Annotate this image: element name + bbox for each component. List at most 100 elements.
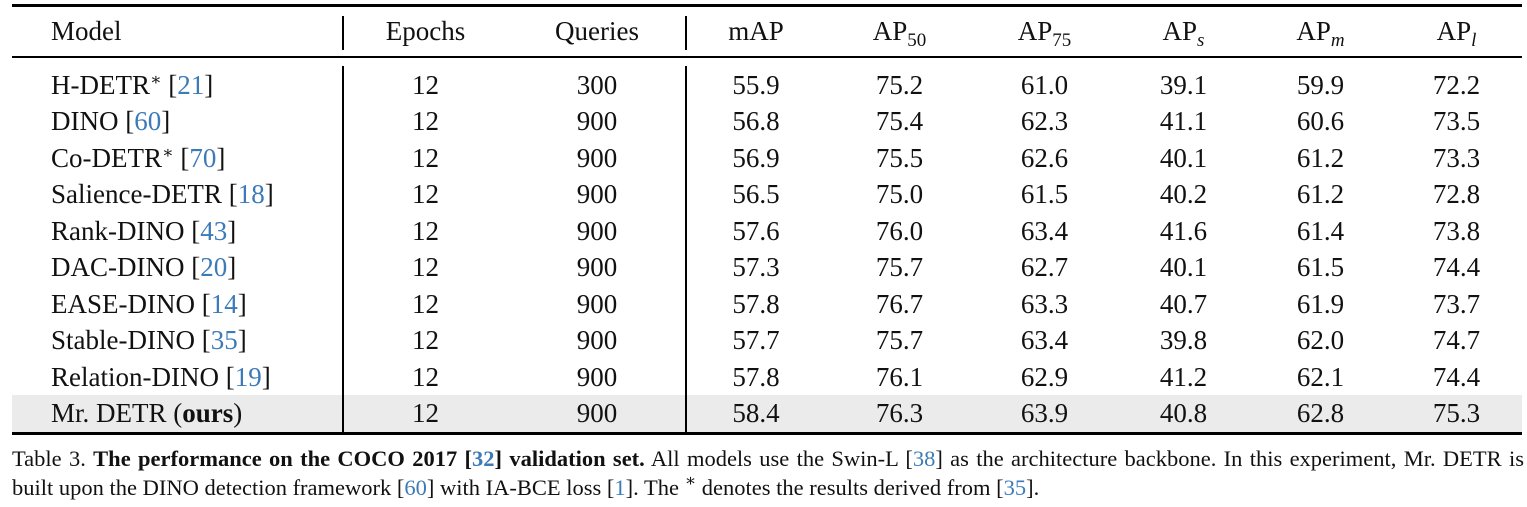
- apl-cell: 73.3: [1432, 142, 1481, 173]
- citation-link[interactable]: 35: [210, 325, 238, 356]
- table-row-ours: Mr. DETR (ours) 12 900 58.4 76.3 63.9 40…: [12, 396, 1522, 433]
- col-header-epochs: Epochs: [385, 16, 466, 46]
- map-cell: 56.8: [732, 106, 780, 137]
- header-divider-right: [685, 16, 687, 50]
- map-cell: 56.9: [732, 142, 780, 173]
- ap75-cell: 62.7: [1020, 252, 1069, 283]
- citation-link[interactable]: 43: [200, 215, 228, 246]
- model-name: Salience-DETR [18]: [51, 179, 274, 210]
- apl-cell: 72.2: [1432, 69, 1481, 100]
- map-cell: 57.8: [732, 288, 780, 319]
- table-body: H-DETR∗ [21] 12 300 55.9 75.2 61.0 39.1 …: [12, 56, 1522, 432]
- table-row: Salience-DETR [18] 12 900 56.5 75.0 61.5…: [12, 177, 1522, 214]
- map-cell: 57.8: [732, 361, 780, 392]
- citation-link[interactable]: 1: [614, 475, 626, 500]
- aps-cell: 40.7: [1159, 288, 1208, 319]
- epochs-cell: 12: [412, 325, 439, 356]
- epochs-cell: 12: [412, 142, 439, 173]
- queries-cell: 900: [576, 142, 618, 173]
- model-name: Stable-DINO [35]: [51, 325, 247, 356]
- citation-link[interactable]: 21: [177, 69, 205, 100]
- table-row: Rank-DINO [43] 12 900 57.6 76.0 63.4 41.…: [12, 213, 1522, 250]
- apl-cell: 74.7: [1432, 325, 1481, 356]
- caption-title: The performance on the COCO 2017 [32] va…: [93, 446, 645, 471]
- aps-cell: 39.8: [1159, 325, 1208, 356]
- citation-link[interactable]: 32: [472, 446, 495, 471]
- apm-cell: 62.0: [1296, 325, 1345, 356]
- citation-link[interactable]: 60: [134, 106, 162, 137]
- table-row: Stable-DINO [35] 12 900 57.7 75.7 63.4 3…: [12, 323, 1522, 360]
- citation-link[interactable]: 38: [912, 446, 936, 471]
- epochs-cell: 12: [412, 252, 439, 283]
- col-header-ap50: AP50: [872, 16, 927, 51]
- ap50-cell: 76.3: [875, 398, 924, 429]
- aps-cell: 41.2: [1159, 361, 1208, 392]
- ap75-cell: 63.4: [1020, 325, 1069, 356]
- aps-cell-best: 41.6: [1159, 215, 1208, 246]
- map-cell: 55.9: [732, 69, 780, 100]
- table-caption: Table 3. The performance on the COCO 201…: [12, 446, 1524, 500]
- ap50-cell: 75.7: [875, 252, 924, 283]
- ap50-cell: 76.0: [875, 215, 924, 246]
- map-cell-best: 58.4: [732, 398, 780, 429]
- table-row: DAC-DINO [20] 12 900 57.3 75.7 62.7 40.1…: [12, 250, 1522, 287]
- citation-link[interactable]: 35: [1003, 475, 1027, 500]
- col-header-model: Model: [51, 16, 122, 46]
- table-row: H-DETR∗ [21] 12 300 55.9 75.2 61.0 39.1 …: [12, 67, 1522, 104]
- apl-cell: 72.8: [1432, 179, 1481, 210]
- citation-link[interactable]: 14: [210, 288, 238, 319]
- ap50-cell: 75.2: [875, 69, 924, 100]
- col-header-apm: APm: [1296, 16, 1345, 51]
- apm-cell: 60.6: [1296, 106, 1345, 137]
- aps-cell: 41.1: [1159, 106, 1208, 137]
- epochs-cell: 12: [412, 288, 439, 319]
- apm-cell: 61.2: [1296, 179, 1345, 210]
- header-rule: [12, 56, 1522, 58]
- apm-cell: 61.9: [1296, 288, 1345, 319]
- ap75-cell-best: 63.9: [1020, 398, 1069, 429]
- epochs-cell: 12: [412, 179, 439, 210]
- ap75-cell: 62.6: [1020, 142, 1069, 173]
- model-name: Rank-DINO [43]: [51, 215, 237, 246]
- citation-link[interactable]: 18: [237, 179, 265, 210]
- epochs-cell: 12: [412, 215, 439, 246]
- citation-link[interactable]: 70: [189, 142, 217, 173]
- body-divider-left: [342, 66, 344, 432]
- caption-label: Table 3.: [12, 446, 86, 471]
- queries-cell: 900: [576, 361, 618, 392]
- col-header-map: mAP: [728, 16, 784, 46]
- citation-link[interactable]: 19: [234, 361, 262, 392]
- queries-cell: 900: [576, 215, 618, 246]
- epochs-cell: 12: [412, 398, 439, 429]
- apm-cell: 59.9: [1296, 69, 1345, 100]
- bottom-rule: [12, 432, 1522, 435]
- ap50-cell: 75.0: [875, 179, 924, 210]
- epochs-cell: 12: [412, 106, 439, 137]
- col-header-ap75: AP75: [1017, 16, 1072, 51]
- citation-link[interactable]: 60: [404, 475, 427, 500]
- map-cell: 57.6: [732, 215, 780, 246]
- col-header-apl: APl: [1436, 16, 1477, 51]
- map-cell: 57.3: [732, 252, 780, 283]
- epochs-cell: 12: [412, 69, 439, 100]
- aps-cell: 40.2: [1159, 179, 1208, 210]
- apl-cell: 73.5: [1432, 106, 1481, 137]
- table-row: Co-DETR∗ [70] 12 900 56.9 75.5 62.6 40.1…: [12, 140, 1522, 177]
- map-cell: 56.5: [732, 179, 780, 210]
- col-header-queries: Queries: [555, 16, 639, 46]
- model-name: H-DETR∗ [21]: [51, 69, 214, 100]
- ap50-cell-best: 76.7: [875, 288, 924, 319]
- queries-cell: 300: [576, 69, 618, 100]
- ap75-cell: 62.3: [1020, 106, 1069, 137]
- table-row: DINO [60] 12 900 56.8 75.4 62.3 41.1 60.…: [12, 104, 1522, 141]
- table-row: EASE-DINO [14] 12 900 57.8 76.7 63.3 40.…: [12, 286, 1522, 323]
- ours-row-highlight: [12, 395, 1522, 432]
- body-divider-right: [685, 66, 687, 432]
- ap75-cell: 63.4: [1020, 215, 1069, 246]
- model-name: DINO [60]: [51, 106, 171, 137]
- citation-link[interactable]: 20: [200, 252, 228, 283]
- apm-cell-best: 62.8: [1296, 398, 1345, 429]
- model-name: Relation-DINO [19]: [51, 361, 271, 392]
- aps-cell: 40.1: [1159, 142, 1208, 173]
